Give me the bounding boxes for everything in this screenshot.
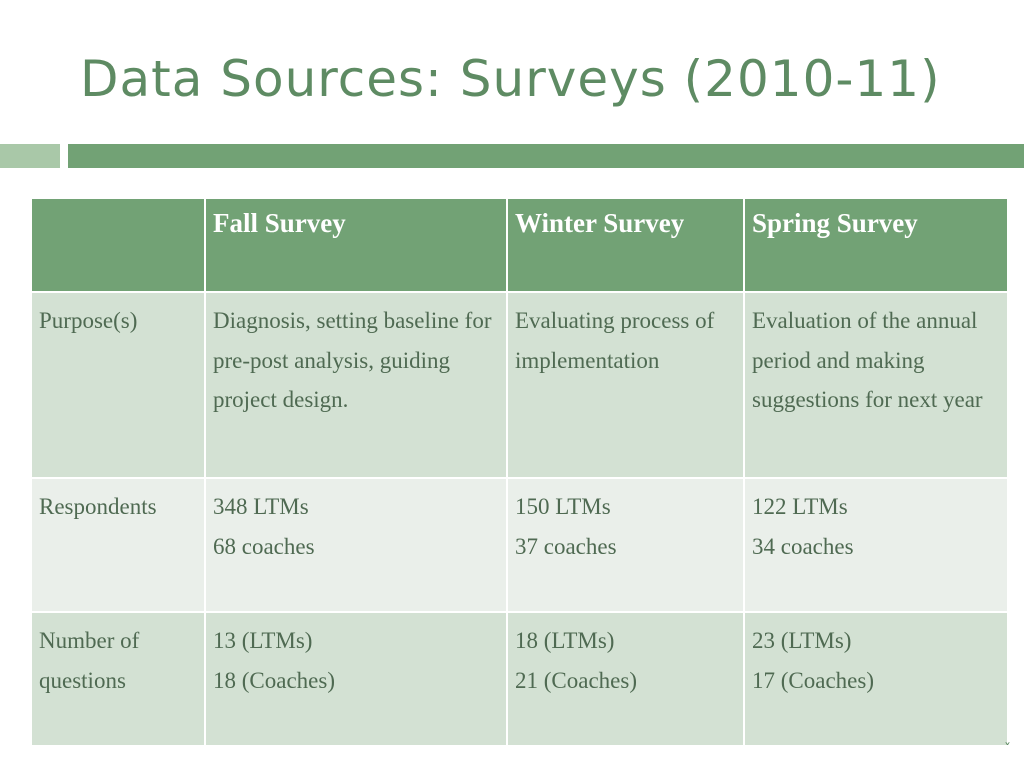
cell-text: Evaluation of the annual period and maki… [752,308,983,412]
cell-text: 18 (Coaches) [213,667,335,693]
cell-text: 21 (Coaches) [515,667,637,693]
cell-text: 13 (LTMs) [213,628,313,653]
cell-respondents-spring: 122 LTMs 34 coaches [743,477,1009,613]
cell-respondents-winter: 150 LTMs 37 coaches [506,477,745,613]
accent-bar-left [0,144,60,168]
header-corner-cell [30,197,206,293]
cell-text: 17 (Coaches) [752,667,874,693]
header-fall-survey: Fall Survey [204,197,508,293]
cell-respondents-fall: 348 LTMs 68 coaches [204,477,508,613]
cell-text: 150 LTMs [515,494,611,519]
header-spring-survey: Spring Survey [743,197,1009,293]
header-winter-survey: Winter Survey [506,197,745,293]
cell-text: 37 coaches [515,533,617,559]
cell-questions-winter: 18 (LTMs) 21 (Coaches) [506,611,745,747]
cell-questions-spring: 23 (LTMs) 17 (Coaches) [743,611,1009,747]
corner-ornament-icon: ˇ [1004,742,1011,758]
cell-purpose-fall: Diagnosis, setting baseline for pre-post… [204,291,508,479]
cell-questions-fall: 13 (LTMs) 18 (Coaches) [204,611,508,747]
table-header-row: Fall Survey Winter Survey Spring Survey [30,197,1009,293]
row-label-questions: Number of questions [30,611,206,747]
cell-purpose-winter: Evaluating process of implementation [506,291,745,479]
table-row-purpose: Purpose(s) Diagnosis, setting baseline f… [30,291,1009,479]
survey-table: Fall Survey Winter Survey Spring Survey … [30,197,1009,747]
table-row-questions: Number of questions 13 (LTMs) 18 (Coache… [30,611,1009,747]
accent-bar-right [68,144,1024,168]
cell-text: 348 LTMs [213,494,309,519]
cell-text: 18 (LTMs) [515,628,615,653]
row-label-purpose: Purpose(s) [30,291,206,479]
cell-text: 23 (LTMs) [752,628,852,653]
table-row-respondents: Respondents 348 LTMs 68 coaches 150 LTMs… [30,477,1009,613]
cell-text: Evaluating process of implementation [515,308,715,373]
cell-text: 68 coaches [213,533,315,559]
cell-text: Diagnosis, setting baseline for pre-post… [213,308,492,412]
cell-text: 34 coaches [752,533,854,559]
cell-purpose-spring: Evaluation of the annual period and maki… [743,291,1009,479]
cell-text: 122 LTMs [752,494,848,519]
row-label-respondents: Respondents [30,477,206,613]
slide-title: Data Sources: Surveys (2010-11) [80,50,941,108]
